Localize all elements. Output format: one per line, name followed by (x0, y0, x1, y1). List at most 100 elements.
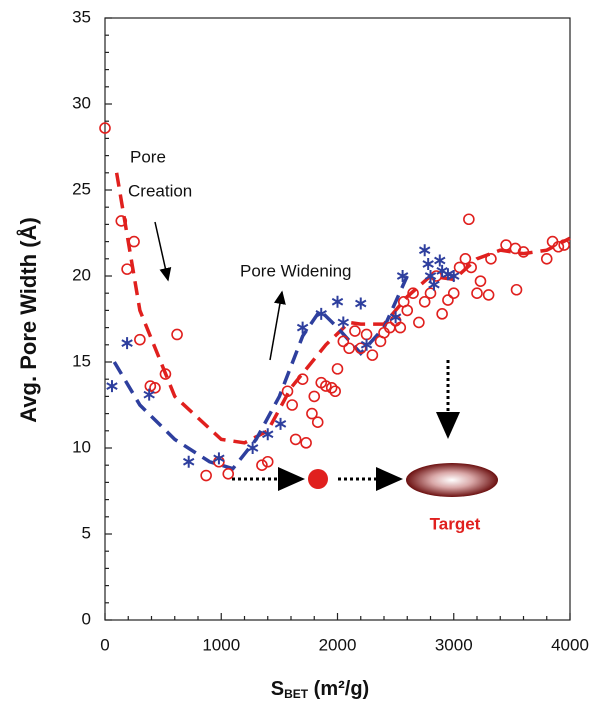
circle-point (289, 433, 302, 446)
x-tick-label: 0 (100, 635, 109, 654)
circle-point (465, 261, 477, 274)
y-tick-label: 10 (72, 437, 91, 456)
circle-point (510, 283, 523, 296)
circle-point (500, 239, 512, 251)
asterisk-point (143, 388, 155, 401)
y-tick-label: 20 (72, 265, 91, 284)
circle-point (121, 263, 133, 275)
circle-point (474, 275, 487, 287)
target-dot (308, 469, 328, 489)
annotation: Creation (128, 181, 192, 200)
circle-point (485, 252, 497, 265)
asterisk-point (213, 452, 225, 465)
circle-point (261, 455, 274, 468)
circle-point (447, 287, 460, 300)
circle-point (134, 333, 146, 346)
circle-point (453, 261, 466, 274)
target-label: Target (430, 514, 481, 533)
circle-point (418, 295, 431, 308)
y-axis-label: Avg. Pore Width (Å) (15, 217, 41, 423)
asterisk-point (424, 270, 437, 282)
arrow (269, 290, 286, 361)
circle-point (329, 385, 341, 398)
circle-point (337, 335, 350, 348)
trend-line (114, 172, 571, 445)
circle-point (99, 122, 111, 134)
asterisk-point (246, 442, 259, 454)
circle-point (325, 381, 338, 394)
circle-point (308, 390, 321, 403)
circle-point (552, 240, 565, 253)
circle-point (331, 363, 344, 375)
plot-frame (104, 17, 571, 621)
circle-point (149, 381, 161, 394)
asterisk-point (448, 270, 460, 282)
x-axis-label: SBET (m²/g) (271, 678, 369, 701)
asterisk-point (296, 321, 309, 334)
circle-point (171, 328, 183, 341)
circle-point (401, 304, 414, 317)
circle-point (306, 407, 318, 420)
circle-point (281, 385, 294, 398)
circle-point (442, 294, 454, 306)
circle-point (394, 321, 407, 334)
circle-point (413, 316, 425, 329)
asterisk-point (106, 380, 118, 393)
asterisk-point (337, 316, 350, 329)
asterisk-point (422, 257, 434, 270)
circle-point (200, 469, 212, 482)
asterisk-point (331, 295, 344, 308)
circle-point (343, 342, 355, 355)
x-tick-label: 3000 (435, 635, 473, 654)
circle-point (540, 252, 553, 265)
annotation: Pore Widening (240, 261, 352, 280)
asterisk-point (355, 297, 367, 310)
y-tick-label: 15 (72, 351, 91, 370)
asterisk-point (389, 311, 402, 324)
x-tick-label: 2000 (319, 635, 357, 654)
circle-point (349, 325, 361, 337)
y-tick-label: 30 (72, 93, 91, 112)
asterisk-point (121, 337, 133, 350)
y-tick-label: 5 (82, 523, 91, 542)
x-tick-label: 4000 (551, 635, 589, 654)
asterisk-point (418, 244, 431, 257)
circle-point (128, 235, 140, 248)
circle-point (360, 328, 373, 341)
circle-point (459, 252, 472, 265)
circle-point (320, 380, 332, 392)
circle-point (159, 368, 172, 380)
circle-point (471, 287, 483, 300)
y-tick-label: 25 (72, 179, 91, 198)
circle-point (366, 349, 379, 361)
circle-point (222, 467, 235, 480)
asterisk-point (274, 417, 287, 430)
y-tick-label: 0 (82, 609, 91, 628)
circle-point (424, 287, 437, 300)
y-tick-label: 35 (72, 7, 91, 26)
asterisk-point (360, 338, 373, 351)
circle-point (300, 437, 312, 449)
annotation: Pore (130, 147, 166, 166)
x-tick-label: 1000 (202, 635, 240, 654)
circle-point (256, 459, 268, 472)
circle-point (296, 373, 309, 386)
circle-point (558, 239, 570, 251)
circle-point (482, 289, 495, 301)
arrow (154, 221, 172, 282)
asterisk-point (315, 307, 327, 320)
circle-point (286, 399, 298, 411)
target-shape (406, 463, 498, 497)
circle-point (436, 308, 448, 320)
asterisk-point (434, 254, 446, 267)
asterisk-point (182, 455, 195, 468)
circle-point (407, 287, 419, 300)
asterisk-point (428, 278, 440, 291)
circle-point (517, 246, 530, 258)
asterisk-point (396, 270, 409, 282)
circle-point (463, 213, 475, 226)
asterisk-point (262, 428, 274, 441)
circle-point (115, 215, 128, 227)
circle-point (311, 416, 324, 429)
